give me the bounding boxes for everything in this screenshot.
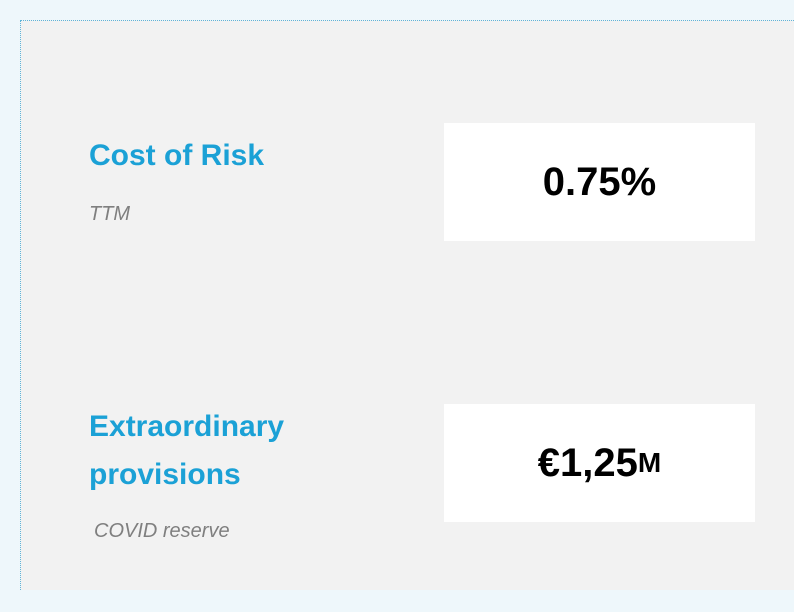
metric-sub: COVID reserve <box>94 520 230 542</box>
metric-box: 0.75% <box>444 123 755 241</box>
metric-value: €1,25 <box>537 440 638 485</box>
metric-label: Extraordinary provisions <box>89 410 285 491</box>
metric-value: 0.75% <box>542 159 657 204</box>
metric-box: €1,25 M <box>444 404 755 522</box>
panel: Cost of Risk TTM 0.75% Extraordinary pro… <box>20 20 794 590</box>
metric-label: Cost of Risk <box>89 139 265 172</box>
metric-unit: M <box>637 447 662 478</box>
metric-sub: TTM <box>89 203 131 225</box>
